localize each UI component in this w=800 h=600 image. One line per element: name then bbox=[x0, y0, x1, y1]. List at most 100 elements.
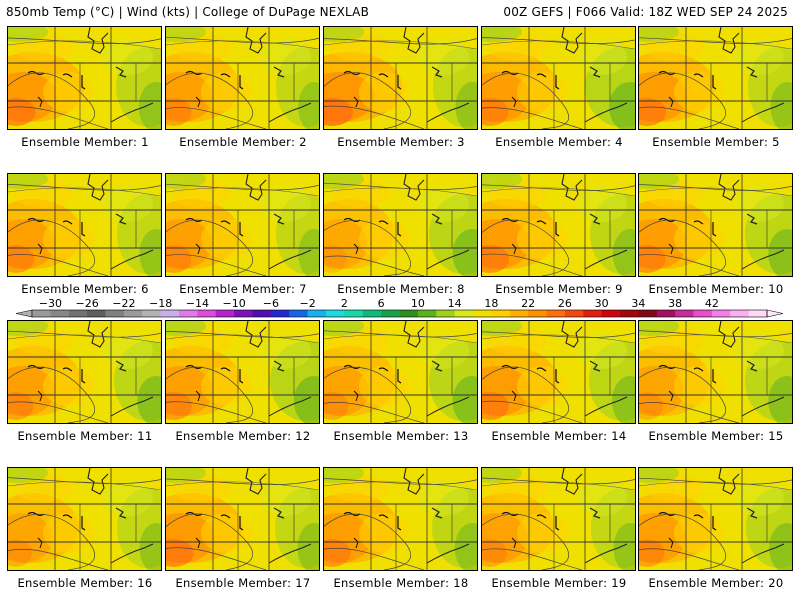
ensemble-map-panel bbox=[323, 467, 478, 571]
colorbar-swatch bbox=[693, 310, 713, 317]
colorbar-tick-label: −22 bbox=[112, 297, 135, 310]
ensemble-map-panel bbox=[638, 320, 793, 424]
colorbar-swatch bbox=[252, 310, 272, 317]
ensemble-map-panel bbox=[638, 26, 793, 130]
colorbar-swatch bbox=[564, 310, 584, 317]
temperature-map bbox=[8, 174, 161, 276]
colorbar-tick-label: 26 bbox=[558, 297, 572, 310]
temperature-map bbox=[8, 321, 161, 423]
colorbar-left-arrow bbox=[15, 309, 33, 318]
colorbar-swatch bbox=[68, 310, 88, 317]
colorbar-swatch bbox=[87, 310, 106, 317]
ensemble-map-panel bbox=[481, 320, 636, 424]
ensemble-map-panel bbox=[7, 173, 162, 277]
ensemble-member-label: Ensemble Member: 7 bbox=[179, 282, 307, 296]
ensemble-member-label: Ensemble Member: 20 bbox=[648, 576, 784, 590]
temperature-map bbox=[482, 27, 635, 129]
ensemble-member-label: Ensemble Member: 17 bbox=[175, 576, 311, 590]
colorbar-tick-label: −18 bbox=[149, 297, 172, 310]
temperature-map bbox=[324, 27, 477, 129]
colorbar-swatch bbox=[215, 310, 235, 317]
ensemble-member-label: Ensemble Member: 2 bbox=[179, 135, 307, 149]
colorbar-swatch bbox=[142, 310, 162, 317]
temperature-map bbox=[166, 321, 319, 423]
colorbar-tick-label: 42 bbox=[705, 297, 719, 310]
colorbar-swatch bbox=[601, 310, 621, 317]
colorbar-swatch bbox=[509, 310, 529, 317]
colorbar-tick-label: 30 bbox=[595, 297, 609, 310]
ensemble-member-label: Ensemble Member: 18 bbox=[333, 576, 469, 590]
ensemble-member-label: Ensemble Member: 6 bbox=[21, 282, 149, 296]
colorbar-swatch bbox=[234, 310, 253, 317]
colorbar-tick-label: −6 bbox=[263, 297, 279, 310]
ensemble-map-panel bbox=[7, 467, 162, 571]
temperature-map bbox=[482, 468, 635, 570]
colorbar-tick-label: −30 bbox=[39, 297, 62, 310]
ensemble-member-label: Ensemble Member: 3 bbox=[337, 135, 465, 149]
temperature-colorbar: −30 −26 −22 −18 −14 −10 −6 −2 2 6 10 14 18 22 26 30 34 38… bbox=[15, 297, 784, 318]
ensemble-map-panel bbox=[323, 26, 478, 130]
colorbar-swatch bbox=[197, 310, 217, 317]
temperature-map bbox=[324, 174, 477, 276]
colorbar-swatch bbox=[730, 310, 750, 317]
colorbar-swatch bbox=[454, 310, 474, 317]
colorbar-swatch bbox=[270, 310, 290, 317]
temperature-map bbox=[8, 468, 161, 570]
ensemble-map-panel bbox=[481, 467, 636, 571]
temperature-map bbox=[324, 321, 477, 423]
ensemble-map-panel bbox=[7, 26, 162, 130]
ensemble-map-panel bbox=[323, 320, 478, 424]
ensemble-map-panel bbox=[481, 26, 636, 130]
colorbar-swatch bbox=[620, 310, 639, 317]
colorbar-swatch bbox=[748, 310, 768, 317]
colorbar-swatch bbox=[32, 310, 51, 317]
colorbar-swatch bbox=[528, 310, 547, 317]
ensemble-member-label: Ensemble Member: 16 bbox=[17, 576, 153, 590]
ensemble-member-label: Ensemble Member: 11 bbox=[17, 429, 153, 443]
ensemble-map-panel bbox=[165, 173, 320, 277]
colorbar-tick-label: 38 bbox=[668, 297, 682, 310]
ensemble-member-label: Ensemble Member: 12 bbox=[175, 429, 311, 443]
ensemble-member-label: Ensemble Member: 4 bbox=[495, 135, 623, 149]
colorbar-tick-label: −2 bbox=[299, 297, 315, 310]
ensemble-member-label: Ensemble Member: 10 bbox=[648, 282, 784, 296]
ensemble-map-panel bbox=[165, 467, 320, 571]
colorbar-tick-label: 2 bbox=[341, 297, 348, 310]
ensemble-member-label: Ensemble Member: 14 bbox=[491, 429, 627, 443]
colorbar-swatch bbox=[491, 310, 511, 317]
colorbar-tick-label: 22 bbox=[521, 297, 535, 310]
colorbar-swatch bbox=[473, 310, 492, 317]
temperature-map bbox=[639, 174, 792, 276]
colorbar-tick-label: 34 bbox=[631, 297, 645, 310]
temperature-map bbox=[8, 27, 161, 129]
temperature-map bbox=[639, 27, 792, 129]
colorbar-swatch bbox=[307, 310, 327, 317]
ensemble-map-panel bbox=[165, 26, 320, 130]
colorbar-swatch bbox=[583, 310, 603, 317]
temperature-map bbox=[639, 321, 792, 423]
ensemble-map-panel bbox=[638, 467, 793, 571]
colorbar-tick-label: −14 bbox=[186, 297, 209, 310]
colorbar-swatch bbox=[344, 310, 364, 317]
colorbar-swatch bbox=[326, 310, 345, 317]
colorbar-swatch bbox=[179, 310, 198, 317]
colorbar-tick-label: 14 bbox=[448, 297, 462, 310]
temperature-map bbox=[482, 321, 635, 423]
colorbar-tick-label: −26 bbox=[75, 297, 98, 310]
colorbar-tick-label: −10 bbox=[222, 297, 245, 310]
ensemble-member-label: Ensemble Member: 13 bbox=[333, 429, 469, 443]
colorbar-tick-label: 18 bbox=[484, 297, 498, 310]
header-title-right: 00Z GEFS | F066 Valid: 18Z WED SEP 24 20… bbox=[503, 5, 788, 19]
colorbar-tick-label: 6 bbox=[378, 297, 385, 310]
ensemble-member-label: Ensemble Member: 9 bbox=[495, 282, 623, 296]
ensemble-member-label: Ensemble Member: 8 bbox=[337, 282, 465, 296]
colorbar-swatch bbox=[123, 310, 143, 317]
colorbar-right-arrow bbox=[766, 309, 784, 318]
ensemble-member-label: Ensemble Member: 5 bbox=[652, 135, 780, 149]
ensemble-map-panel bbox=[638, 173, 793, 277]
colorbar-swatch bbox=[399, 310, 419, 317]
ensemble-member-label: Ensemble Member: 15 bbox=[648, 429, 784, 443]
temperature-map bbox=[166, 27, 319, 129]
colorbar-tick-label: 10 bbox=[411, 297, 425, 310]
colorbar-swatch bbox=[362, 310, 382, 317]
